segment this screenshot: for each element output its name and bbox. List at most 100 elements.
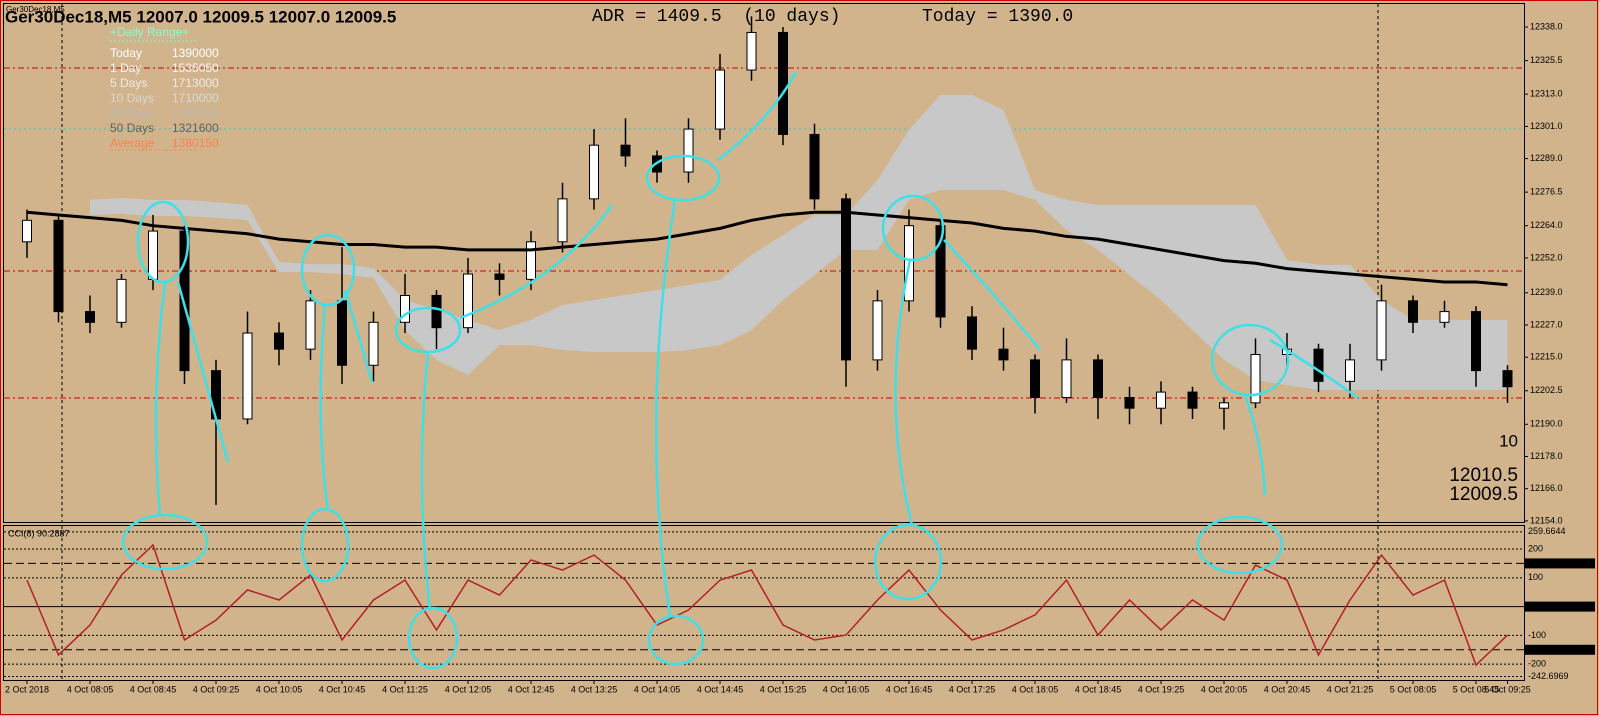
daily-range-value: 1380150: [172, 136, 219, 150]
candle-body: [1124, 396, 1135, 409]
y-tick-label: -150.0000: [1528, 644, 1569, 654]
candle-body: [1313, 348, 1324, 382]
annotation-circle: [1210, 323, 1290, 397]
candle-body: [557, 198, 568, 243]
candle-body: [305, 300, 316, 350]
daily-range-title: +Daily Range+: [110, 25, 189, 39]
y-tick-label: 12227.0: [1530, 319, 1563, 329]
y-tick-label: 12301.0: [1530, 121, 1563, 131]
moving-average: [26, 210, 1508, 287]
x-tick-label: 4 Oct 14:45: [697, 684, 744, 694]
candle-body: [1376, 300, 1387, 361]
candle-body: [431, 294, 442, 329]
y-tick-label: 12325.5: [1530, 55, 1563, 65]
y-tick-label: 12252.0: [1530, 252, 1563, 262]
y-tick-label: 200: [1528, 543, 1543, 553]
candle-body: [1061, 359, 1072, 398]
daily-range-name: 10 Days: [110, 91, 154, 105]
annotation-line: [459, 204, 614, 320]
cci-line: [26, 543, 1509, 667]
y-tick-label: 12178.0: [1530, 451, 1563, 461]
candle-body: [1030, 359, 1040, 398]
x-tick-label: 4 Oct 08:05: [67, 684, 114, 694]
x-tick-label: 4 Oct 18:05: [1012, 684, 1059, 694]
x-tick-label: 4 Oct 08:45: [130, 684, 177, 694]
annotation-circle: [645, 154, 721, 202]
annotation-line: [154, 281, 167, 516]
annotation-line: [894, 259, 914, 526]
candle-body: [1471, 311, 1481, 372]
y-tick-label: -200: [1528, 659, 1546, 669]
y-tick-label: 12190.0: [1530, 419, 1563, 429]
right-label: 12009.5: [1449, 484, 1518, 505]
x-tick-label: 4 Oct 12:45: [508, 684, 555, 694]
candle-body: [998, 348, 1009, 361]
y-tick-label: 12154.0: [1530, 515, 1563, 525]
candle-body: [715, 69, 725, 130]
candle-body: [1187, 391, 1198, 409]
annotation-line: [1269, 338, 1359, 400]
x-tick-label: 4 Oct 12:05: [445, 684, 492, 694]
candle-body: [526, 241, 536, 280]
daily-range-name: 1 Day: [110, 61, 141, 75]
y-tick-label: 12202.5: [1530, 385, 1563, 395]
today-label: Today = 1390.0: [922, 7, 1073, 27]
annotation-line: [717, 71, 798, 161]
candle-body: [494, 273, 505, 280]
candle-body: [274, 332, 284, 350]
x-tick-label: 5 Oct 09:25: [1484, 684, 1531, 694]
annotation-circle: [300, 233, 356, 307]
y-tick-label: -242.6969: [1528, 671, 1569, 681]
right-label: 10: [1499, 431, 1518, 450]
x-tick-label: 4 Oct 14:05: [634, 684, 681, 694]
y-tick-label: 12289.0: [1530, 153, 1563, 163]
annotation-line: [319, 304, 330, 511]
candle-body: [1156, 391, 1166, 409]
annotation-circle: [647, 614, 705, 666]
y-tick-label: 150.0000: [1528, 558, 1566, 568]
annotation-circle: [881, 194, 945, 262]
label-box: [1525, 601, 1595, 612]
candle-body: [1093, 359, 1103, 398]
x-tick-label: 5 Oct 08:05: [1390, 684, 1437, 694]
adr-label: ADR = 1409.5 (10 days): [592, 7, 840, 27]
x-tick-label: 5 Oct 08:45: [1453, 684, 1500, 694]
y-tick-label: 12166.0: [1530, 483, 1563, 493]
candle-body: [1502, 370, 1513, 388]
annotation-circle: [873, 523, 943, 601]
candle-body: [1345, 359, 1355, 382]
y-tick-label: 12239.0: [1530, 287, 1563, 297]
label-box: [1525, 558, 1595, 569]
annotation-line: [343, 289, 374, 383]
daily-range-name: Today: [110, 46, 142, 60]
y-tick-label: 12338.0: [1530, 21, 1563, 31]
annotation-circle: [136, 200, 190, 284]
x-tick-label: 4 Oct 18:45: [1075, 684, 1122, 694]
candle-body: [778, 31, 788, 135]
candle-body: [967, 316, 977, 350]
daily-range-name: 20 Days: [110, 106, 154, 120]
daily-range-name: 5 Days: [110, 76, 147, 90]
y-tick-label: 100: [1528, 572, 1543, 582]
x-tick-label: 4 Oct 17:25: [949, 684, 996, 694]
candle-body: [620, 144, 631, 157]
daily-range-table: Today 1390000 1 Day 1535050 5 Days 1713000 10 …: [110, 40, 219, 151]
candle-body: [22, 219, 32, 243]
chart-header: Ger30Dec18,M5 12007.0 12009.5 12007.0 12…: [5, 7, 396, 26]
daily-range-value: 1321600: [172, 121, 219, 135]
annotation-circle: [1196, 515, 1284, 575]
candle-body: [400, 294, 410, 323]
x-tick-label: 4 Oct 20:05: [1201, 684, 1248, 694]
candle-body: [53, 219, 64, 313]
daily-range-value: 1713000: [172, 76, 219, 90]
right-label: 12010.5: [1449, 465, 1518, 486]
candle-body: [1219, 402, 1229, 409]
label-box: [1525, 644, 1595, 655]
candle-body: [242, 332, 253, 420]
x-tick-label: 4 Oct 11:25: [382, 684, 428, 694]
x-tick-label: 4 Oct 10:45: [319, 684, 366, 694]
daily-range-name: 50 Days: [110, 121, 154, 135]
x-tick-label: 4 Oct 16:45: [886, 684, 933, 694]
candle-body: [148, 230, 158, 280]
